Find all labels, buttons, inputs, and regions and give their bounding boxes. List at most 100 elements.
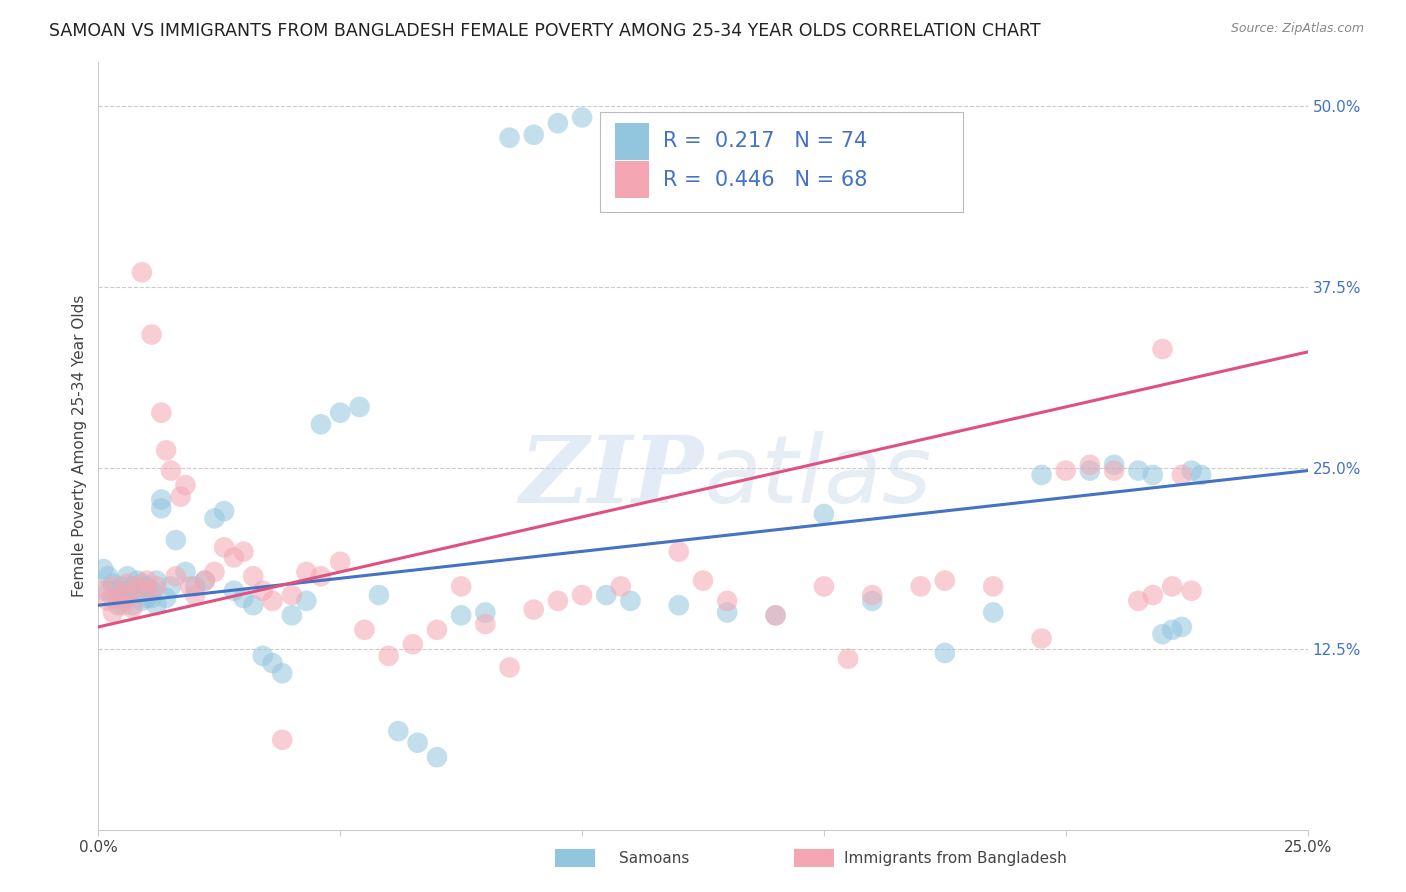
Point [281, 588, 304, 602]
Point [135, 583, 157, 598]
Point [406, 736, 429, 750]
Point [1180, 464, 1202, 478]
Point [135, 591, 157, 605]
Point [117, 591, 139, 605]
Point [165, 569, 187, 583]
Point [1142, 467, 1164, 482]
Point [1102, 464, 1125, 478]
Point [281, 608, 304, 623]
Text: R =  0.217   N = 74: R = 0.217 N = 74 [664, 131, 868, 152]
Text: SAMOAN VS IMMIGRANTS FROM BANGLADESH FEMALE POVERTY AMONG 25-34 YEAR OLDS CORREL: SAMOAN VS IMMIGRANTS FROM BANGLADESH FEM… [49, 22, 1040, 40]
Point [242, 569, 264, 583]
Point [426, 750, 449, 764]
Point [353, 623, 375, 637]
Text: ZIP: ZIP [519, 432, 703, 522]
Point [262, 656, 284, 670]
Point [107, 598, 129, 612]
Text: R =  0.446   N = 68: R = 0.446 N = 68 [664, 169, 868, 190]
Point [309, 417, 332, 432]
Point [571, 111, 593, 125]
Point [117, 588, 139, 602]
Point [121, 598, 143, 612]
Point [101, 591, 124, 605]
Point [474, 606, 496, 620]
Point [910, 579, 932, 593]
Point [174, 478, 197, 492]
Point [1152, 342, 1174, 356]
Point [121, 579, 143, 593]
Point [91, 562, 114, 576]
Point [150, 406, 173, 420]
Point [117, 588, 139, 602]
Point [97, 583, 120, 598]
Point [1142, 588, 1164, 602]
Point [860, 588, 883, 602]
Point [595, 588, 617, 602]
Point [368, 588, 391, 602]
Point [174, 565, 197, 579]
Point [127, 579, 149, 593]
Text: Immigrants from Bangladesh: Immigrants from Bangladesh [844, 851, 1066, 865]
Point [571, 588, 593, 602]
Point [165, 533, 187, 547]
Point [131, 594, 153, 608]
Point [101, 606, 124, 620]
Point [111, 579, 134, 593]
Text: Source: ZipAtlas.com: Source: ZipAtlas.com [1230, 22, 1364, 36]
Point [1171, 620, 1194, 634]
Bar [614, 161, 648, 198]
Point [117, 569, 139, 583]
Point [644, 186, 666, 200]
Point [135, 574, 157, 588]
Point [387, 724, 409, 739]
Point [295, 565, 318, 579]
Point [160, 579, 183, 593]
Point [813, 507, 835, 521]
Point [1171, 467, 1194, 482]
Point [349, 400, 371, 414]
Point [222, 550, 245, 565]
Point [232, 544, 254, 558]
Point [426, 623, 449, 637]
Point [155, 443, 177, 458]
Point [716, 594, 738, 608]
Point [716, 606, 738, 620]
Point [179, 579, 201, 593]
Point [150, 492, 173, 507]
Point [271, 666, 294, 681]
Point [204, 565, 226, 579]
Point [1102, 458, 1125, 472]
Point [107, 583, 129, 598]
Point [145, 579, 167, 593]
Point [97, 569, 120, 583]
Point [523, 602, 546, 616]
Point [309, 569, 332, 583]
Point [1189, 467, 1212, 482]
Point [97, 594, 120, 608]
Point [547, 594, 569, 608]
Point [1161, 579, 1184, 593]
Point [262, 594, 284, 608]
Point [127, 574, 149, 588]
Point [222, 583, 245, 598]
Point [668, 544, 690, 558]
Point [141, 583, 163, 598]
Point [498, 130, 520, 145]
Text: atlas: atlas [703, 431, 931, 522]
Point [127, 587, 149, 601]
Point [329, 555, 352, 569]
Point [402, 637, 425, 651]
Point [295, 594, 318, 608]
Point [252, 648, 274, 663]
Point [1031, 467, 1053, 482]
Point [101, 576, 124, 591]
FancyBboxPatch shape [600, 112, 963, 212]
Point [1161, 623, 1184, 637]
Point [1078, 458, 1101, 472]
Point [131, 576, 153, 591]
Point [107, 591, 129, 605]
Point [160, 464, 183, 478]
Point [498, 660, 520, 674]
Point [271, 732, 294, 747]
Point [547, 116, 569, 130]
